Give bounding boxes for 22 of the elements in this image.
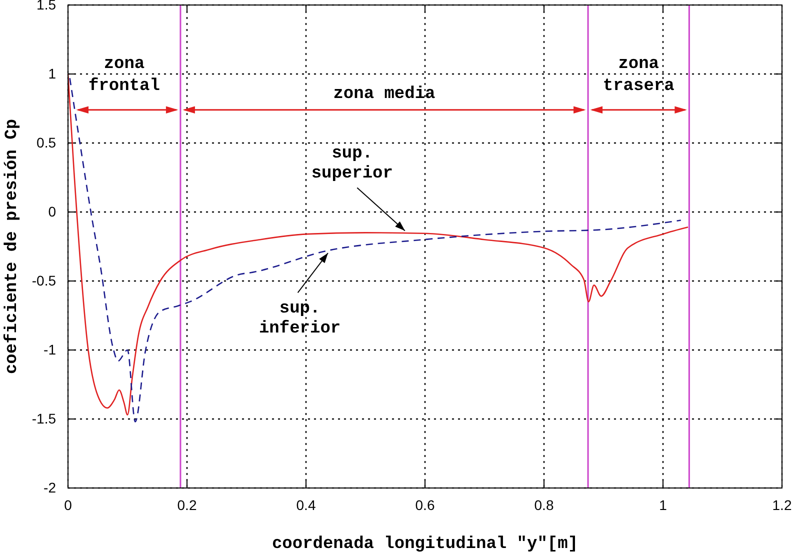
x-tick-label: 0.6: [415, 496, 435, 513]
annotation: sup. inferior: [258, 300, 341, 339]
y-tick-label: 0: [48, 203, 56, 220]
x-tick-label: 0: [64, 496, 72, 513]
annotation: sup. superior: [311, 144, 393, 184]
annotation: zona frontal: [88, 54, 160, 96]
x-tick-label: 1.2: [772, 496, 792, 513]
annotation: zona trasera: [602, 54, 674, 96]
x-axis-title: coordenada longitudinal "y"[m]: [272, 535, 578, 554]
y-tick-label: -0.5: [32, 272, 56, 288]
x-tick-label: 0.8: [534, 496, 554, 513]
y-tick-label: -1.5: [32, 410, 56, 426]
y-tick-label: -2: [44, 479, 56, 496]
y-tick-label: 0.5: [36, 134, 56, 150]
x-tick-label: 0.2: [177, 496, 197, 513]
x-tick-label: 1: [659, 496, 668, 513]
y-tick-label: 1.5: [36, 0, 56, 12]
y-tick-label: -1: [44, 341, 56, 358]
y-tick-label: 1: [48, 65, 56, 82]
y-axis-title: coeficiente de presión Cp: [3, 118, 22, 374]
x-tick-label: 0.4: [296, 496, 316, 513]
annotation: zona media: [333, 84, 436, 104]
